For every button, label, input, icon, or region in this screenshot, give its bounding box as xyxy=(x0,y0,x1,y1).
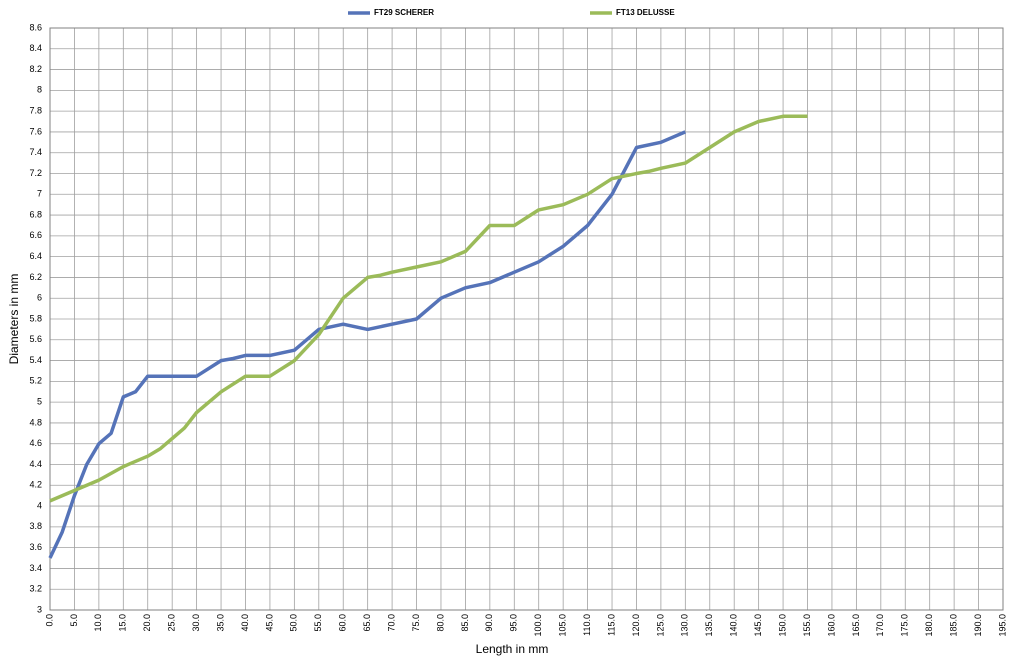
x-tick-label: 5.0 xyxy=(69,614,79,627)
x-tick-label: 75.0 xyxy=(411,614,421,632)
x-tick-label: 40.0 xyxy=(240,614,250,632)
x-tick-label: 45.0 xyxy=(264,614,274,632)
y-tick-label: 5.6 xyxy=(29,334,42,344)
y-tick-label: 7.4 xyxy=(29,147,42,157)
x-tick-label: 145.0 xyxy=(753,614,763,637)
legend-label: FT13 DELUSSE xyxy=(616,8,675,17)
x-tick-label: 140.0 xyxy=(729,614,739,637)
x-tick-label: 100.0 xyxy=(533,614,543,637)
x-tick-label: 80.0 xyxy=(435,614,445,632)
x-tick-label: 170.0 xyxy=(875,614,885,637)
y-tick-label: 4.4 xyxy=(29,459,42,469)
x-tick-label: 30.0 xyxy=(191,614,201,632)
x-tick-label: 190.0 xyxy=(973,614,983,637)
y-tick-label: 7.6 xyxy=(29,126,42,136)
x-tick-label: 95.0 xyxy=(509,614,519,632)
x-tick-label: 125.0 xyxy=(655,614,665,637)
x-tick-label: 0.0 xyxy=(44,614,54,627)
y-tick-label: 3.2 xyxy=(29,584,42,594)
x-tick-label: 110.0 xyxy=(582,614,592,636)
y-tick-label: 3.6 xyxy=(29,542,42,552)
x-tick-label: 105.0 xyxy=(558,614,568,637)
x-tick-label: 150.0 xyxy=(777,614,787,637)
x-tick-label: 10.0 xyxy=(93,614,103,632)
y-tick-label: 8.4 xyxy=(29,43,42,53)
x-tick-label: 35.0 xyxy=(215,614,225,632)
y-tick-label: 6 xyxy=(37,293,42,303)
x-tick-label: 115.0 xyxy=(606,614,616,636)
x-tick-label: 180.0 xyxy=(924,614,934,637)
x-tick-label: 175.0 xyxy=(900,614,910,637)
x-tick-label: 185.0 xyxy=(949,614,959,637)
x-tick-label: 15.0 xyxy=(118,614,128,632)
x-tick-label: 120.0 xyxy=(631,614,641,637)
y-tick-label: 6.6 xyxy=(29,230,42,240)
y-tick-label: 3.4 xyxy=(29,563,42,573)
x-tick-label: 20.0 xyxy=(142,614,152,632)
y-tick-label: 6.4 xyxy=(29,251,42,261)
plot-frame xyxy=(49,27,1004,611)
y-tick-label: 4.2 xyxy=(29,480,42,490)
y-tick-label: 4.6 xyxy=(29,438,42,448)
series-line xyxy=(49,114,808,503)
y-tick-label: 5.8 xyxy=(29,313,42,323)
y-tick-label: 7 xyxy=(37,189,42,199)
y-tick-label: 8 xyxy=(37,85,42,95)
x-tick-label: 130.0 xyxy=(680,614,690,637)
y-tick-label: 3.8 xyxy=(29,521,42,531)
x-tick-label: 90.0 xyxy=(484,614,494,632)
x-tick-label: 65.0 xyxy=(362,614,372,632)
x-tick-label: 195.0 xyxy=(997,614,1007,637)
y-axis-label: Diameters in mm xyxy=(7,274,21,365)
y-tick-label: 5.2 xyxy=(29,376,42,386)
series-line xyxy=(48,130,686,559)
x-tick-label: 55.0 xyxy=(313,614,323,632)
x-tick-label: 60.0 xyxy=(338,614,348,632)
x-tick-label: 165.0 xyxy=(851,614,861,637)
y-tick-label: 8.2 xyxy=(29,64,42,74)
legend-label: FT29 SCHERER xyxy=(374,8,434,17)
y-tick-label: 5 xyxy=(37,397,42,407)
y-tick-label: 4 xyxy=(37,500,42,510)
y-tick-label: 8.6 xyxy=(29,22,42,32)
y-tick-label: 4.8 xyxy=(29,417,42,427)
y-tick-label: 6.2 xyxy=(29,272,42,282)
x-tick-label: 85.0 xyxy=(460,614,470,632)
x-tick-label: 135.0 xyxy=(704,614,714,637)
y-tick-label: 7.8 xyxy=(29,106,42,116)
x-axis-label: Length in mm xyxy=(476,642,549,656)
x-tick-label: 155.0 xyxy=(802,614,812,637)
y-tick-label: 3 xyxy=(37,604,42,614)
x-tick-label: 70.0 xyxy=(386,614,396,632)
y-tick-label: 6.8 xyxy=(29,209,42,219)
x-tick-label: 25.0 xyxy=(167,614,177,632)
x-tick-label: 50.0 xyxy=(289,614,299,632)
y-tick-label: 7.2 xyxy=(29,168,42,178)
y-tick-label: 5.4 xyxy=(29,355,42,365)
x-tick-label: 160.0 xyxy=(826,614,836,637)
